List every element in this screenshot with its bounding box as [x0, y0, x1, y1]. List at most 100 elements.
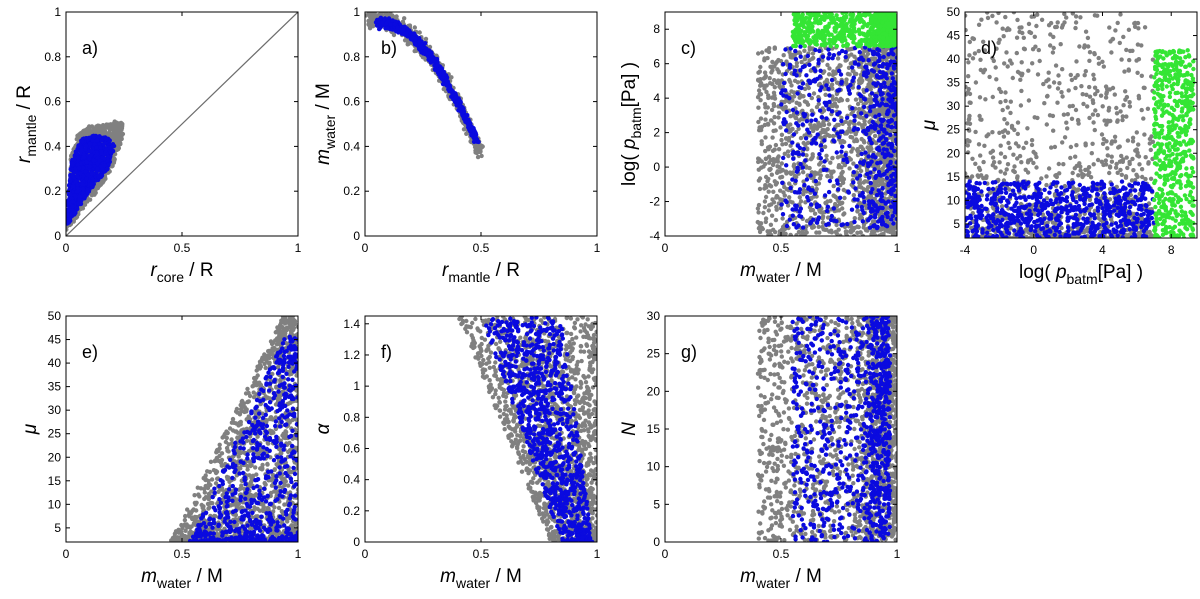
- point-gray: [825, 62, 830, 68]
- point-gray: [843, 58, 848, 63]
- point-blue: [430, 58, 436, 63]
- point-gray: [479, 153, 484, 159]
- point-blue: [97, 158, 102, 163]
- y-tick-label: 0.2: [44, 184, 61, 198]
- point-blue: [441, 72, 446, 77]
- point-blue: [89, 171, 94, 176]
- point-gray: [827, 66, 832, 71]
- series-blue: [66, 133, 117, 226]
- point-gray: [820, 214, 826, 219]
- point-blue: [72, 210, 77, 216]
- point-blue: [80, 165, 86, 171]
- point-gray: [855, 101, 861, 107]
- point-gray: [95, 123, 101, 128]
- point-gray: [830, 156, 835, 161]
- point-gray: [835, 155, 841, 160]
- point-gray: [893, 128, 897, 133]
- point-gray: [787, 49, 792, 55]
- point-gray: [771, 121, 777, 126]
- series-gray: [365, 12, 485, 160]
- point-gray: [773, 142, 779, 148]
- point-gray: [791, 162, 797, 167]
- point-gray: [820, 220, 826, 225]
- point-gray: [74, 137, 80, 142]
- point-gray: [115, 147, 120, 152]
- point-gray: [767, 160, 772, 165]
- point-gray: [857, 106, 862, 112]
- point-gray: [847, 126, 852, 131]
- point-gray: [893, 232, 897, 236]
- point-gray: [772, 85, 777, 90]
- point-gray: [849, 46, 854, 52]
- y-axis-label-text: rmantle / R: [14, 85, 39, 163]
- point-blue: [385, 26, 390, 31]
- point-gray: [770, 59, 775, 65]
- point-gray: [855, 208, 860, 213]
- point-gray: [761, 210, 766, 216]
- point-gray: [853, 97, 859, 102]
- point-blue: [400, 28, 405, 33]
- point-gray: [802, 232, 807, 236]
- point-blue: [78, 149, 83, 154]
- point-gray: [877, 233, 882, 236]
- point-blue: [91, 133, 96, 138]
- point-gray: [797, 195, 802, 200]
- point-gray: [859, 185, 864, 190]
- point-gray: [801, 140, 806, 146]
- point-gray: [889, 229, 895, 234]
- point-blue: [105, 166, 110, 171]
- point-blue: [102, 163, 107, 168]
- y-tick-label: 0.6: [44, 95, 61, 109]
- point-gray: [762, 58, 767, 63]
- point-gray: [766, 208, 771, 213]
- point-gray: [778, 206, 783, 211]
- y-axis-label: rmantle / R: [14, 85, 39, 163]
- point-gray: [879, 226, 885, 232]
- point-gray: [820, 224, 825, 230]
- point-gray: [774, 59, 780, 65]
- data-points: [66, 12, 298, 236]
- point-gray: [823, 92, 828, 98]
- point-blue: [380, 20, 385, 25]
- point-gray: [811, 91, 817, 96]
- point-gray: [834, 91, 840, 97]
- point-blue: [87, 135, 92, 140]
- point-gray: [770, 81, 775, 87]
- point-gray: [849, 52, 854, 57]
- point-gray: [772, 45, 777, 50]
- point-gray: [757, 128, 762, 133]
- point-gray: [872, 133, 878, 139]
- point-blue: [395, 25, 400, 30]
- point-blue: [419, 44, 424, 50]
- point-blue: [81, 155, 87, 160]
- point-gray: [818, 135, 824, 140]
- point-gray: [785, 203, 791, 208]
- x-tick-label: 0.5: [174, 241, 191, 255]
- point-gray: [856, 121, 862, 126]
- point-blue: [428, 53, 434, 58]
- point-gray: [880, 166, 885, 171]
- point-gray: [770, 162, 776, 168]
- point-gray: [856, 224, 861, 230]
- point-blue: [69, 196, 74, 201]
- point-gray: [756, 119, 761, 125]
- point-gray: [365, 13, 369, 18]
- point-blue: [85, 172, 91, 178]
- point-gray: [71, 219, 76, 224]
- label-symbol: r: [14, 156, 35, 163]
- point-gray: [412, 25, 417, 30]
- label-symbol: r: [150, 260, 157, 281]
- y-tick-label: 0.8: [343, 50, 360, 64]
- point-gray: [870, 229, 875, 234]
- label-subscript: mantle: [448, 269, 490, 285]
- point-blue: [99, 150, 104, 156]
- point-gray: [847, 72, 852, 77]
- point-blue: [444, 81, 449, 86]
- point-gray: [763, 135, 768, 140]
- point-gray: [881, 231, 886, 236]
- point-gray: [772, 229, 778, 235]
- point-blue: [75, 186, 80, 191]
- point-gray: [756, 167, 761, 172]
- point-blue: [103, 147, 109, 152]
